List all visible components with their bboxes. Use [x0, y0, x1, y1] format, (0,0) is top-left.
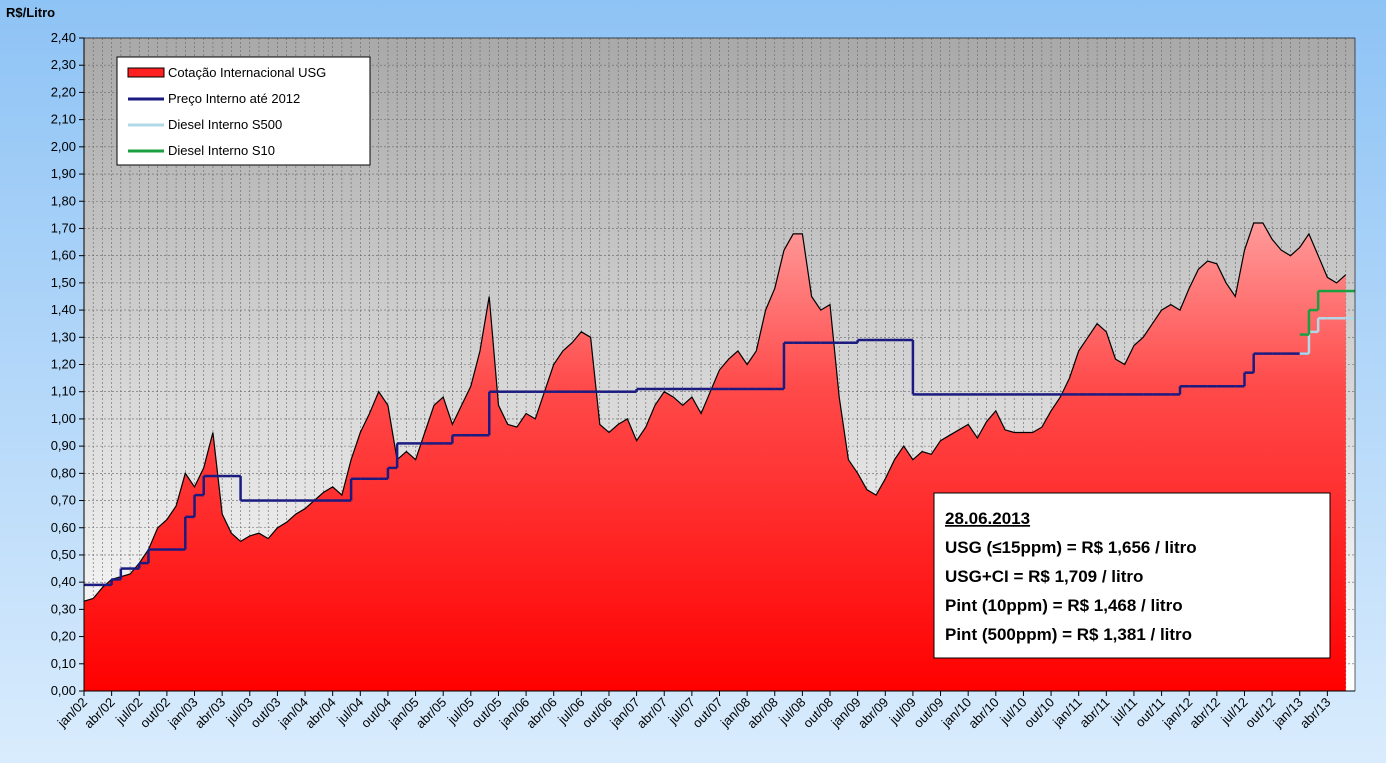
annotation-text: USG (≤15ppm) = R$ 1,656 / litro: [945, 538, 1197, 557]
y-tick-label: 1,80: [51, 193, 76, 208]
y-tick-label: 0,50: [51, 547, 76, 562]
y-tick-label: 1,30: [51, 329, 76, 344]
y-tick-label: 0,10: [51, 656, 76, 671]
y-tick-label: 0,30: [51, 601, 76, 616]
annotation: 28.06.2013 USG (≤15ppm) = R$ 1,656 / litr…: [933, 492, 1331, 659]
y-tick-label: 0,80: [51, 465, 76, 480]
y-tick-label: 1,40: [51, 302, 76, 317]
y-tick-label: 1,50: [51, 275, 76, 290]
y-tick-label: 2,30: [51, 57, 76, 72]
y-axis-label: R$/Litro: [6, 5, 55, 20]
area-outline: [83, 222, 1347, 602]
y-tick-label: 0,90: [51, 438, 76, 453]
annotation-text: 28.06.2013: [945, 509, 1030, 528]
plot-border: [83, 37, 1356, 692]
annotation-text: USG+CI = R$ 1,709 / litro: [945, 567, 1143, 586]
legend-label: Preço Interno até 2012: [168, 91, 300, 106]
y-tick-label: 1,60: [51, 248, 76, 263]
y-tick-label: 1,90: [51, 166, 76, 181]
annotation-text: Pint (500ppm) = R$ 1,381 / litro: [945, 625, 1192, 644]
y-tick-label: 1,20: [51, 357, 76, 372]
y-tick-label: 1,10: [51, 384, 76, 399]
legend-label: Cotação Internacional USG: [168, 65, 326, 80]
y-tick-label: 0,60: [51, 520, 76, 535]
legend-label: Diesel Interno S500: [168, 117, 282, 132]
y-tick-label: 2,20: [51, 84, 76, 99]
y-tick-label: 0,20: [51, 629, 76, 644]
legend: Cotação Internacional USG Preço Interno a…: [116, 56, 371, 166]
annotation-text: Pint (10ppm) = R$ 1,468 / litro: [945, 596, 1183, 615]
y-tick-label: 1,00: [51, 411, 76, 426]
legend-label: Diesel Interno S10: [168, 143, 275, 158]
y-tick-label: 2,00: [51, 139, 76, 154]
annotation-box: [933, 492, 1331, 659]
y-tick-label: 0,40: [51, 574, 76, 589]
y-tick-label: 0,00: [51, 683, 76, 698]
y-tick-label: 1,70: [51, 220, 76, 235]
y-tick-label: 2,10: [51, 112, 76, 127]
y-tick-label: 2,40: [51, 30, 76, 45]
legend-swatch: [127, 67, 165, 78]
y-tick-label: 0,70: [51, 493, 76, 508]
